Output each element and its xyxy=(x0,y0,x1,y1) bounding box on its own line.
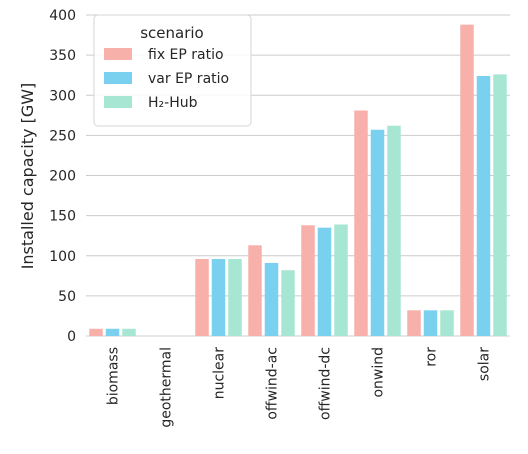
bar-biomass-series-1 xyxy=(89,328,103,336)
y-tick-label: 150 xyxy=(49,209,76,225)
y-tick-label: 400 xyxy=(49,8,76,24)
bar-onwind-series-1 xyxy=(354,110,368,336)
x-tick-labels: biomass geothermal nuclear offwind-ac offwin… xyxy=(106,347,493,428)
x-tick-label-biomass: biomass xyxy=(106,347,122,405)
legend-box xyxy=(93,14,252,127)
legend-label: H₂-Hub xyxy=(148,95,198,111)
x-tick-label-geothermal: geothermal xyxy=(159,347,175,428)
y-tick-label: 100 xyxy=(49,249,76,265)
x-tick-label-ror: ror xyxy=(424,347,440,367)
bar-offwind-ac-series-1 xyxy=(248,245,262,336)
y-tick-label: 300 xyxy=(49,88,76,104)
y-tick-label: 200 xyxy=(49,169,76,185)
legend-swatch xyxy=(104,72,132,84)
legend-swatch xyxy=(104,96,132,108)
bar-nuclear-series-3 xyxy=(228,258,242,336)
bar-nuclear-series-2 xyxy=(211,258,226,336)
y-tick-labels: 0 50 100 150 200 250 300 350 400 xyxy=(49,8,76,345)
bar-offwind-ac-series-2 xyxy=(264,262,279,336)
legend-title: scenario xyxy=(140,24,204,42)
bar-ror-series-3 xyxy=(440,310,454,336)
bar-onwind-series-3 xyxy=(387,125,401,337)
y-tick-label: 350 xyxy=(49,48,76,64)
bar-biomass-series-2 xyxy=(105,328,120,336)
legend-swatch xyxy=(104,48,132,60)
legend-items: fix EP ratio var EP ratio H₂-Hub xyxy=(104,47,229,111)
x-tick-label-onwind: onwind xyxy=(371,347,387,398)
x-tick-label-solar: solar xyxy=(477,347,493,381)
bar-ror-series-2 xyxy=(423,310,438,336)
bar-offwind-dc-series-3 xyxy=(334,224,348,336)
x-tick-label-nuclear: nuclear xyxy=(212,347,228,400)
bar-solar-series-1 xyxy=(460,24,474,336)
y-tick-label: 250 xyxy=(49,128,76,144)
y-tick-label: 50 xyxy=(58,289,76,305)
bar-onwind-series-2 xyxy=(370,129,385,336)
bar-ror-series-1 xyxy=(407,310,421,336)
bar-solar-series-2 xyxy=(476,75,491,337)
legend-label: fix EP ratio xyxy=(148,47,224,63)
y-tick-label: 0 xyxy=(67,329,76,345)
bar-biomass-series-3 xyxy=(122,328,136,336)
legend: scenario fix EP ratio var EP ratio H₂-Hub xyxy=(93,14,252,127)
bar-nuclear-series-1 xyxy=(195,258,209,336)
x-tick-label-offwind-ac: offwind-ac xyxy=(265,347,281,420)
bar-offwind-dc-series-2 xyxy=(317,227,332,336)
bars xyxy=(89,24,507,337)
x-tick-label-offwind-dc: offwind-dc xyxy=(318,347,334,420)
bar-solar-series-3 xyxy=(493,74,507,336)
bar-offwind-ac-series-3 xyxy=(281,270,295,336)
y-axis-label: Installed capacity [GW] xyxy=(18,83,37,270)
legend-label: var EP ratio xyxy=(148,71,229,87)
bar-offwind-dc-series-1 xyxy=(301,225,315,336)
